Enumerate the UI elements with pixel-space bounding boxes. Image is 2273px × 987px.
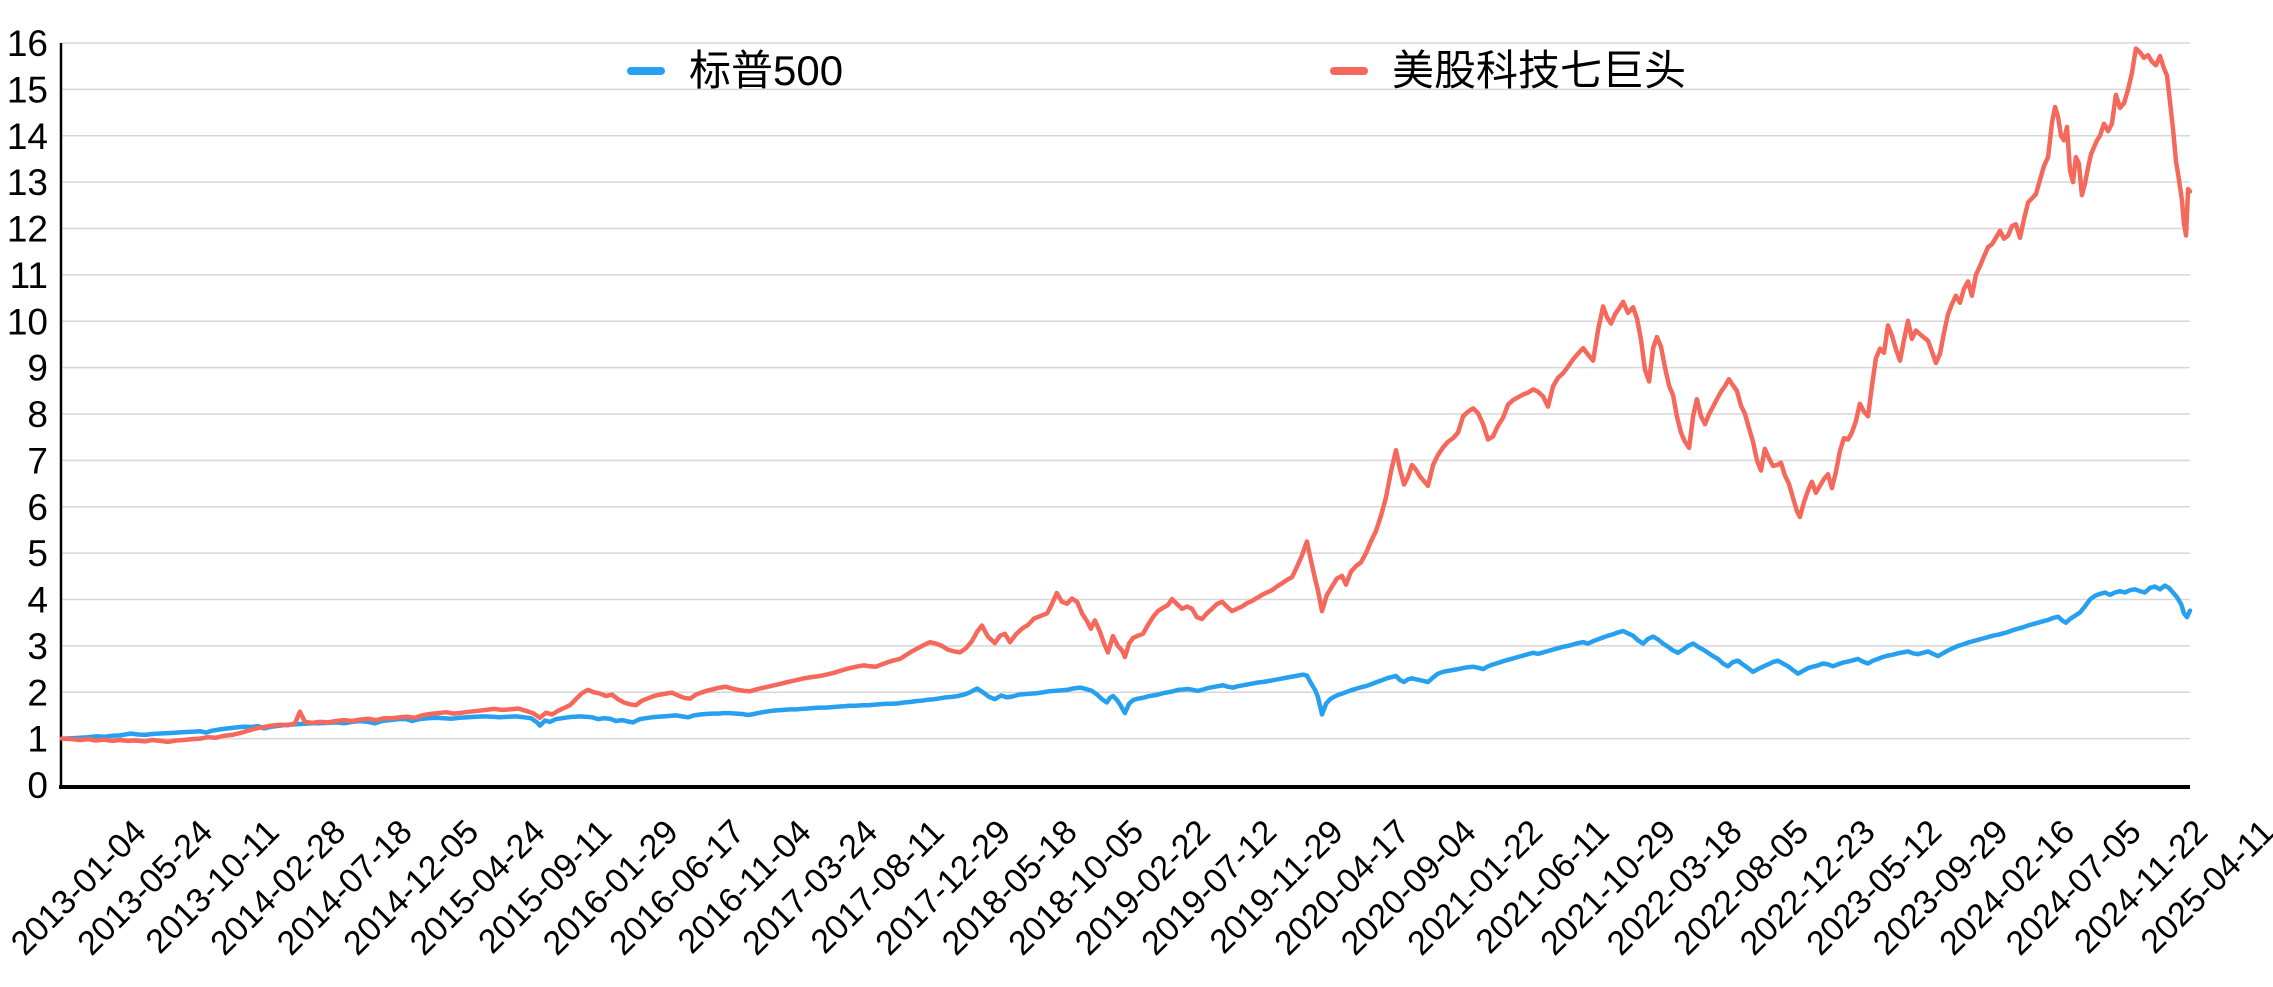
y-tick-label-0: 0 [27,765,48,806]
legend: 标普500 美股科技七巨头 [0,46,2273,96]
y-tick-label-11: 11 [10,255,48,296]
y-tick-label-3: 3 [27,626,48,667]
y-tick-label-5: 5 [27,533,48,574]
y-tick-label-8: 8 [27,394,48,435]
sp500-line-swatch [627,67,665,75]
legend-item-mag7[interactable]: 美股科技七巨头 [1330,46,1686,96]
y-tick-label-14: 14 [7,116,48,157]
legend-label-sp500: 标普500 [689,47,844,94]
mag7-line-swatch [1330,67,1368,75]
sp500-line [59,583,2193,741]
y-tick-label-9: 9 [27,348,48,389]
y-tick-label-16: 16 [7,23,48,64]
y-tick-label-6: 6 [27,487,48,528]
legend-label-mag7: 美股科技七巨头 [1392,47,1687,94]
legend-item-sp500[interactable]: 标普500 [627,46,843,96]
y-tick-label-13: 13 [7,162,48,203]
y-tick-label-2: 2 [27,672,48,713]
y-tick-label-7: 7 [27,440,48,481]
y-tick-label-12: 12 [7,209,48,250]
y-tick-label-4: 4 [27,580,48,621]
y-tick-label-10: 10 [7,301,48,342]
mag7-line [59,46,2193,745]
y-tick-label-15: 15 [7,69,48,110]
y-tick-label-1: 1 [27,719,48,760]
